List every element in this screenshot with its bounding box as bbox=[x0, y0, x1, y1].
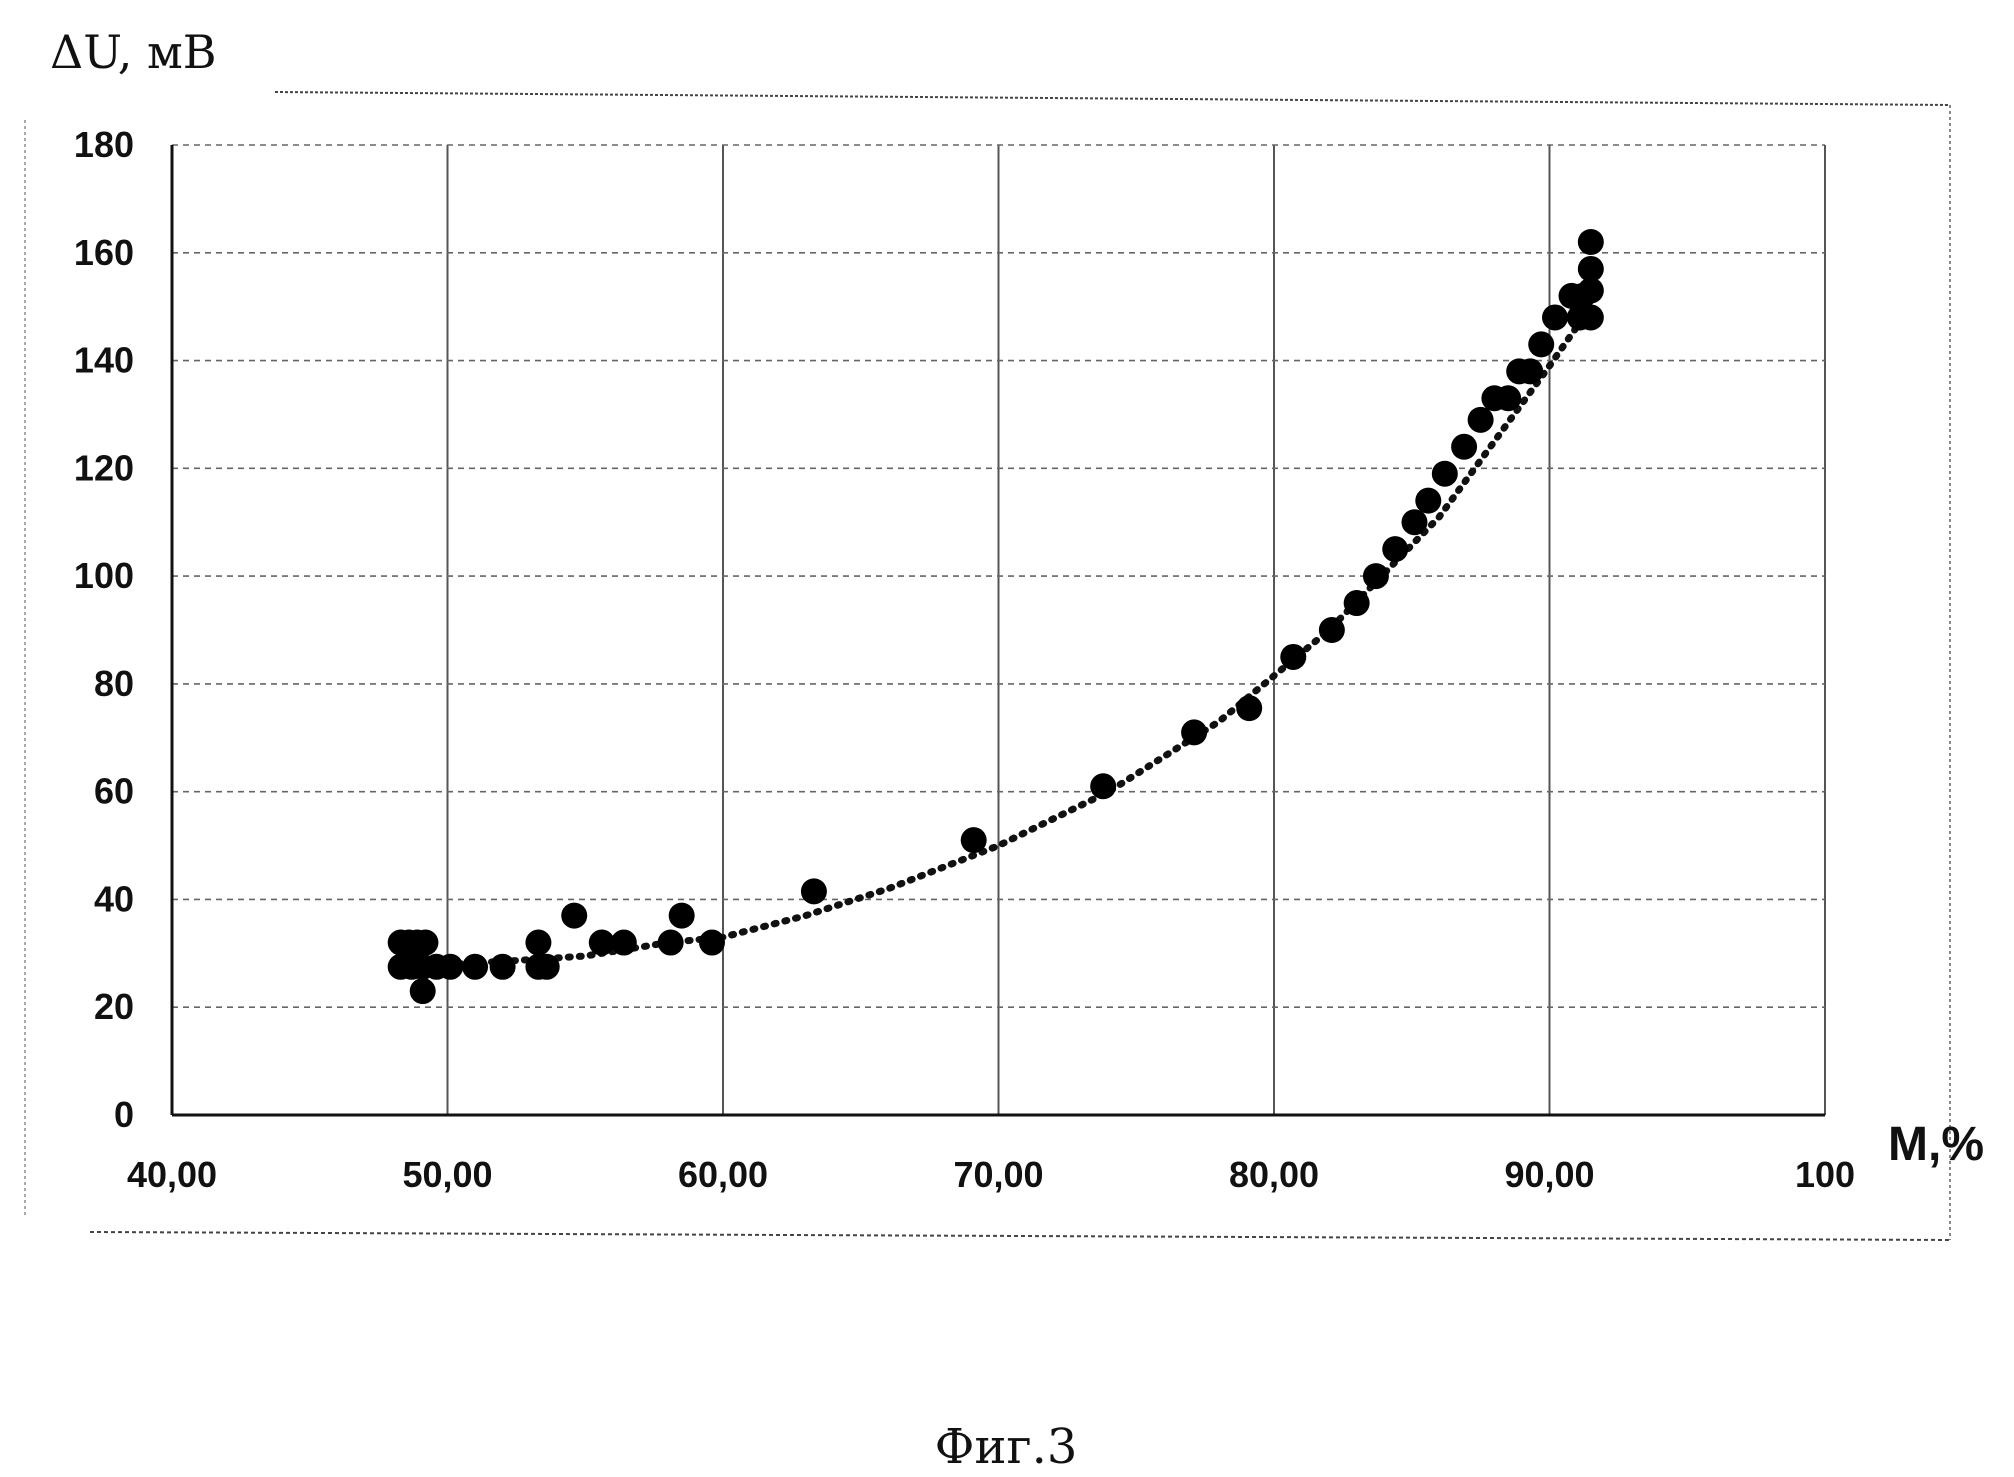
data-point bbox=[1362, 563, 1389, 590]
x-tick-label: 50,00 bbox=[402, 1154, 492, 1195]
data-point bbox=[561, 902, 588, 929]
x-tick-label: 70,00 bbox=[953, 1154, 1043, 1195]
data-point bbox=[1415, 487, 1442, 514]
frame-bottom bbox=[89, 1231, 1951, 1241]
x-tick-label: 60,00 bbox=[678, 1154, 768, 1195]
y-axis-title: ΔU, мВ bbox=[50, 25, 217, 79]
data-point bbox=[1431, 460, 1458, 487]
data-point bbox=[1382, 536, 1409, 563]
data-point bbox=[588, 929, 615, 956]
trendline-path bbox=[444, 303, 1595, 968]
x-tick-label: 80,00 bbox=[1229, 1154, 1319, 1195]
x-axis-title: M,% bbox=[1888, 1118, 1984, 1171]
data-point bbox=[800, 878, 827, 905]
data-point bbox=[1181, 719, 1208, 746]
y-tick-label: 100 bbox=[74, 555, 134, 596]
data-point bbox=[1577, 255, 1604, 282]
data-point bbox=[1280, 643, 1307, 670]
tick-labels: 0 20 40 60 80 100 120 140 160 180 40,00 50,00 60,00 7… bbox=[74, 124, 1855, 1195]
x-tick-label: 100 bbox=[1795, 1154, 1855, 1195]
y-tick-label: 60 bbox=[94, 771, 134, 812]
trendline bbox=[444, 303, 1595, 968]
data-point bbox=[1517, 358, 1544, 385]
y-tick-label: 140 bbox=[74, 340, 134, 381]
data-point bbox=[1343, 590, 1370, 617]
data-point bbox=[1577, 229, 1604, 255]
data-point bbox=[1495, 385, 1522, 412]
data-point bbox=[1542, 304, 1569, 331]
data-point bbox=[1467, 406, 1494, 433]
data-point bbox=[1318, 617, 1345, 643]
y-tick-label: 180 bbox=[74, 124, 134, 165]
data-point bbox=[698, 929, 725, 956]
data-point bbox=[1577, 304, 1604, 331]
data-point bbox=[1528, 331, 1555, 358]
data-point bbox=[533, 953, 560, 980]
y-tick-label: 160 bbox=[74, 232, 134, 273]
y-tick-label: 80 bbox=[94, 663, 134, 704]
x-tick-label: 40,00 bbox=[127, 1154, 217, 1195]
figure-caption: Фиг.3 bbox=[935, 1419, 1078, 1472]
data-point bbox=[1451, 433, 1478, 460]
x-tick-label: 90,00 bbox=[1504, 1154, 1594, 1195]
y-tick-label: 0 bbox=[114, 1094, 134, 1135]
y-tick-label: 120 bbox=[74, 447, 134, 488]
data-point bbox=[657, 929, 684, 956]
data-point bbox=[409, 978, 436, 1005]
data-points bbox=[387, 229, 1604, 1005]
data-point bbox=[437, 953, 464, 980]
data-point bbox=[412, 929, 439, 956]
data-point bbox=[1090, 773, 1117, 800]
data-point bbox=[1401, 509, 1428, 536]
data-point bbox=[668, 902, 695, 929]
data-point bbox=[610, 929, 637, 956]
y-tick-label: 40 bbox=[94, 878, 134, 919]
data-point bbox=[462, 953, 489, 980]
axes bbox=[170, 145, 1825, 1117]
data-point bbox=[1577, 277, 1604, 304]
data-point bbox=[525, 929, 552, 956]
frame-top bbox=[274, 91, 1951, 106]
data-point bbox=[1236, 695, 1263, 722]
data-point bbox=[489, 953, 516, 980]
y-tick-label: 20 bbox=[94, 986, 134, 1027]
data-point bbox=[960, 827, 987, 854]
